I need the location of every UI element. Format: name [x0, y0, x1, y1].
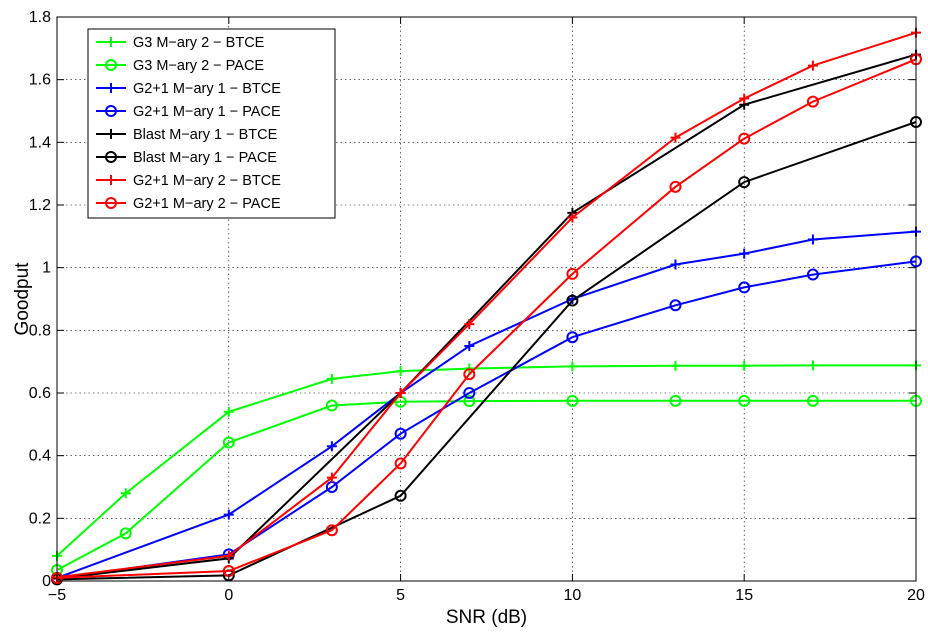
data-point-marker [325, 524, 338, 537]
series-line [56, 31, 917, 579]
data-point-marker [394, 489, 407, 502]
data-point-marker [394, 457, 407, 470]
legend-entry-label: G3 M−ary 2 − PACE [133, 58, 264, 74]
x-tick-label: 15 [735, 587, 753, 604]
legend-entry-label: G2+1 M−ary 2 − PACE [133, 196, 281, 212]
y-tick-label: 1.8 [29, 9, 51, 26]
y-tick-label: 1.4 [29, 134, 51, 151]
data-point-marker [566, 331, 579, 344]
legend-marker [105, 59, 117, 71]
data-point-marker [223, 509, 234, 520]
data-point-marker [464, 341, 475, 351]
data-point-marker [739, 93, 750, 104]
data-point-marker [738, 132, 751, 145]
data-point-marker [807, 234, 818, 245]
data-point-marker [567, 361, 578, 372]
data-point-marker [669, 299, 682, 312]
data-point-marker [326, 441, 337, 452]
legend-marker [106, 83, 116, 93]
legend-marker [106, 37, 116, 47]
legend-entry-label: Blast M−ary 1 − BTCE [133, 127, 278, 143]
data-point-marker [806, 394, 819, 407]
data-point-marker [222, 436, 235, 449]
legend-marker [106, 129, 116, 139]
legend-entry-label: Blast M−ary 1 − PACE [133, 150, 277, 166]
data-point-marker [807, 60, 818, 71]
data-point-marker [738, 176, 751, 189]
data-point-marker [325, 399, 338, 412]
legend-entry-label: G2+1 M−ary 1 − PACE [133, 104, 281, 120]
series-line [56, 260, 917, 580]
data-point-marker [223, 406, 234, 417]
data-point-marker [669, 394, 682, 407]
legend-marker [105, 151, 117, 163]
data-point-marker [463, 395, 476, 408]
x-tick-label: 0 [224, 587, 233, 604]
data-point-marker [566, 267, 579, 280]
x-axis-label: SNR (dB) [446, 607, 527, 628]
data-point-marker [326, 373, 337, 384]
series-line [56, 121, 917, 581]
data-point-marker [738, 394, 751, 407]
data-point-marker [394, 427, 407, 440]
y-tick-label: 0.6 [29, 385, 51, 402]
legend-marker [105, 197, 117, 209]
series-line [56, 230, 917, 579]
y-tick-label: 1 [42, 260, 51, 277]
y-tick-label: 0.2 [29, 510, 51, 527]
data-point-marker [670, 132, 681, 143]
data-point-marker [739, 360, 750, 371]
data-point-marker [670, 360, 681, 371]
plot-area-frame [56, 16, 917, 582]
data-point-marker [326, 472, 337, 483]
y-tick-label: 0.8 [29, 322, 51, 339]
y-tick-label: 0.4 [29, 448, 51, 465]
data-point-marker [395, 388, 406, 398]
data-point-marker [806, 268, 819, 281]
x-tick-label: −5 [48, 587, 66, 604]
data-point-marker [566, 294, 579, 307]
legend-marker [106, 175, 116, 185]
legend-box [87, 28, 336, 219]
data-point-marker [670, 259, 681, 270]
series-line [56, 58, 917, 579]
data-point-marker [395, 366, 406, 377]
series-line [56, 53, 917, 580]
data-point-marker [223, 550, 234, 561]
data-point-marker [464, 319, 475, 330]
data-point-marker [739, 248, 750, 259]
data-point-marker [806, 95, 819, 108]
data-point-marker [120, 488, 131, 499]
legend-entry-label: G2+1 M−ary 2 − BTCE [133, 173, 281, 189]
data-point-marker [463, 387, 476, 399]
data-point-marker [669, 180, 682, 193]
legend: G3 M−ary 2 − BTCE G3 M−ary 2 − PACE G2+1 M… [87, 28, 336, 219]
series-line [56, 399, 916, 571]
grid [57, 17, 916, 581]
x-tick-label: 10 [564, 587, 582, 604]
x-tick-label: 5 [396, 587, 405, 604]
series-group [51, 53, 922, 584]
y-axis-label: Goodput [12, 262, 33, 336]
data-point-marker [567, 212, 578, 223]
data-point-marker [119, 527, 132, 540]
y-tick-label: 0 [42, 573, 51, 590]
plot-series [51, 27, 922, 586]
x-tick-label: 20 [907, 587, 925, 604]
legend-entry-label: G3 M−ary 2 − BTCE [133, 35, 265, 51]
data-point-marker [566, 394, 579, 407]
legend-entry-label: G2+1 M−ary 1 − BTCE [133, 81, 281, 97]
data-point-marker [463, 368, 476, 381]
data-point-marker [807, 360, 818, 371]
y-tick-label: 1.6 [29, 72, 51, 89]
data-point-marker [738, 281, 751, 294]
legend-marker [105, 105, 117, 117]
y-tick-label: 1.2 [29, 197, 51, 214]
